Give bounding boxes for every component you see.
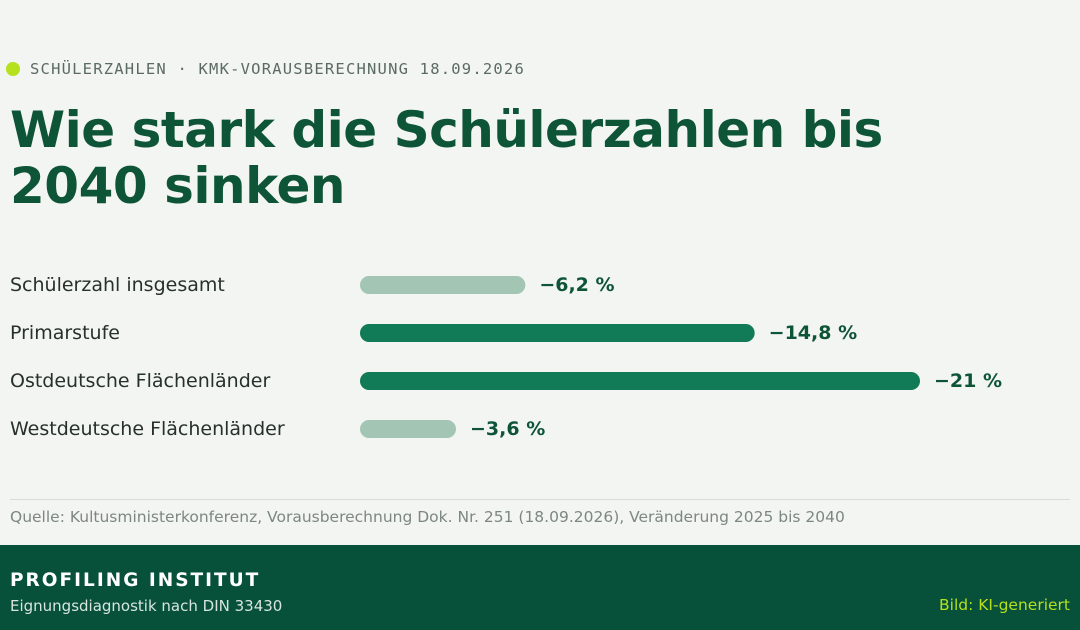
value-label: −3,6 % (470, 418, 545, 440)
bar (360, 420, 456, 438)
source-divider (10, 499, 1070, 500)
footer-subtitle: Eignungsdiagnostik nach DIN 33430 (10, 597, 283, 615)
bar (360, 324, 755, 342)
value-label: −14,8 % (769, 322, 857, 344)
kicker: SCHÜLERZAHLEN · KMK-VORAUSBERECHNUNG 18.… (6, 60, 525, 78)
bar (360, 276, 526, 294)
source-note: Quelle: Kultusministerkonferenz, Vorausb… (10, 508, 845, 526)
bar (360, 372, 920, 390)
value-label: −21 % (934, 370, 1002, 392)
category-label: Schülerzahl insgesamt (10, 274, 225, 296)
chart-title: Wie stark die Schülerzahlen bis 2040 sin… (10, 101, 883, 215)
image-credit: Bild: KI-generiert (939, 596, 1070, 614)
category-label: Westdeutsche Flächenländer (10, 418, 285, 440)
category-label: Primarstufe (10, 322, 120, 344)
kicker-text: SCHÜLERZAHLEN · KMK-VORAUSBERECHNUNG 18.… (30, 60, 525, 78)
value-label: −6,2 % (539, 274, 614, 296)
footer: PROFILING INSTITUT Eignungsdiagnostik na… (0, 545, 1080, 630)
kicker-dot-icon (6, 62, 20, 76)
category-label: Ostdeutsche Flächenländer (10, 370, 270, 392)
footer-brand: PROFILING INSTITUT (10, 570, 261, 591)
bar-chart: Schülerzahl insgesamt −6,2 % Primarstufe −1… (10, 274, 1002, 440)
